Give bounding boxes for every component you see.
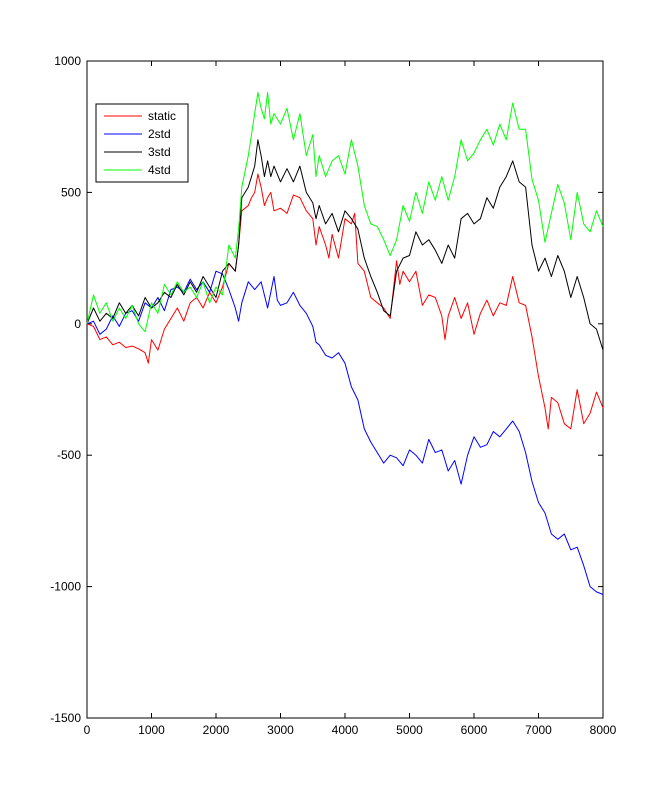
- series-line-3std: [86, 139, 604, 351]
- legend-label-3std: 3std: [148, 145, 171, 159]
- y-tick-labels: -1500 -1000 -500 0 500 1000: [50, 54, 81, 725]
- x-tick-label: 5000: [396, 723, 423, 737]
- series-line-4std: [86, 92, 604, 333]
- y-tick-label: -1500: [50, 711, 81, 725]
- x-tick-label: 0: [84, 723, 91, 737]
- legend-label-static: static: [148, 109, 176, 123]
- y-tick-label: -1000: [50, 580, 81, 594]
- y-tick-label: 500: [61, 185, 81, 199]
- x-tick-label: 7000: [525, 723, 552, 737]
- y-tick-label: -500: [57, 448, 81, 462]
- x-tick-label: 1000: [138, 723, 165, 737]
- legend-label-4std: 4std: [148, 163, 171, 177]
- y-tick-label: 1000: [54, 54, 81, 68]
- axis-ticks: [86, 60, 604, 719]
- x-tick-labels: 0 1000 2000 3000 4000 5000 6000 7000 8000: [84, 723, 617, 737]
- legend: static 2std 3std 4std: [95, 103, 189, 183]
- legend-box: [95, 103, 189, 183]
- series-layer: [86, 92, 604, 595]
- legend-label-2std: 2std: [148, 127, 171, 141]
- x-tick-label: 4000: [332, 723, 359, 737]
- series-line-static: [86, 173, 604, 430]
- y-tick-label: 0: [74, 317, 81, 331]
- x-tick-label: 2000: [203, 723, 230, 737]
- x-tick-label: 8000: [590, 723, 617, 737]
- x-tick-label: 3000: [267, 723, 294, 737]
- x-tick-label: 6000: [461, 723, 488, 737]
